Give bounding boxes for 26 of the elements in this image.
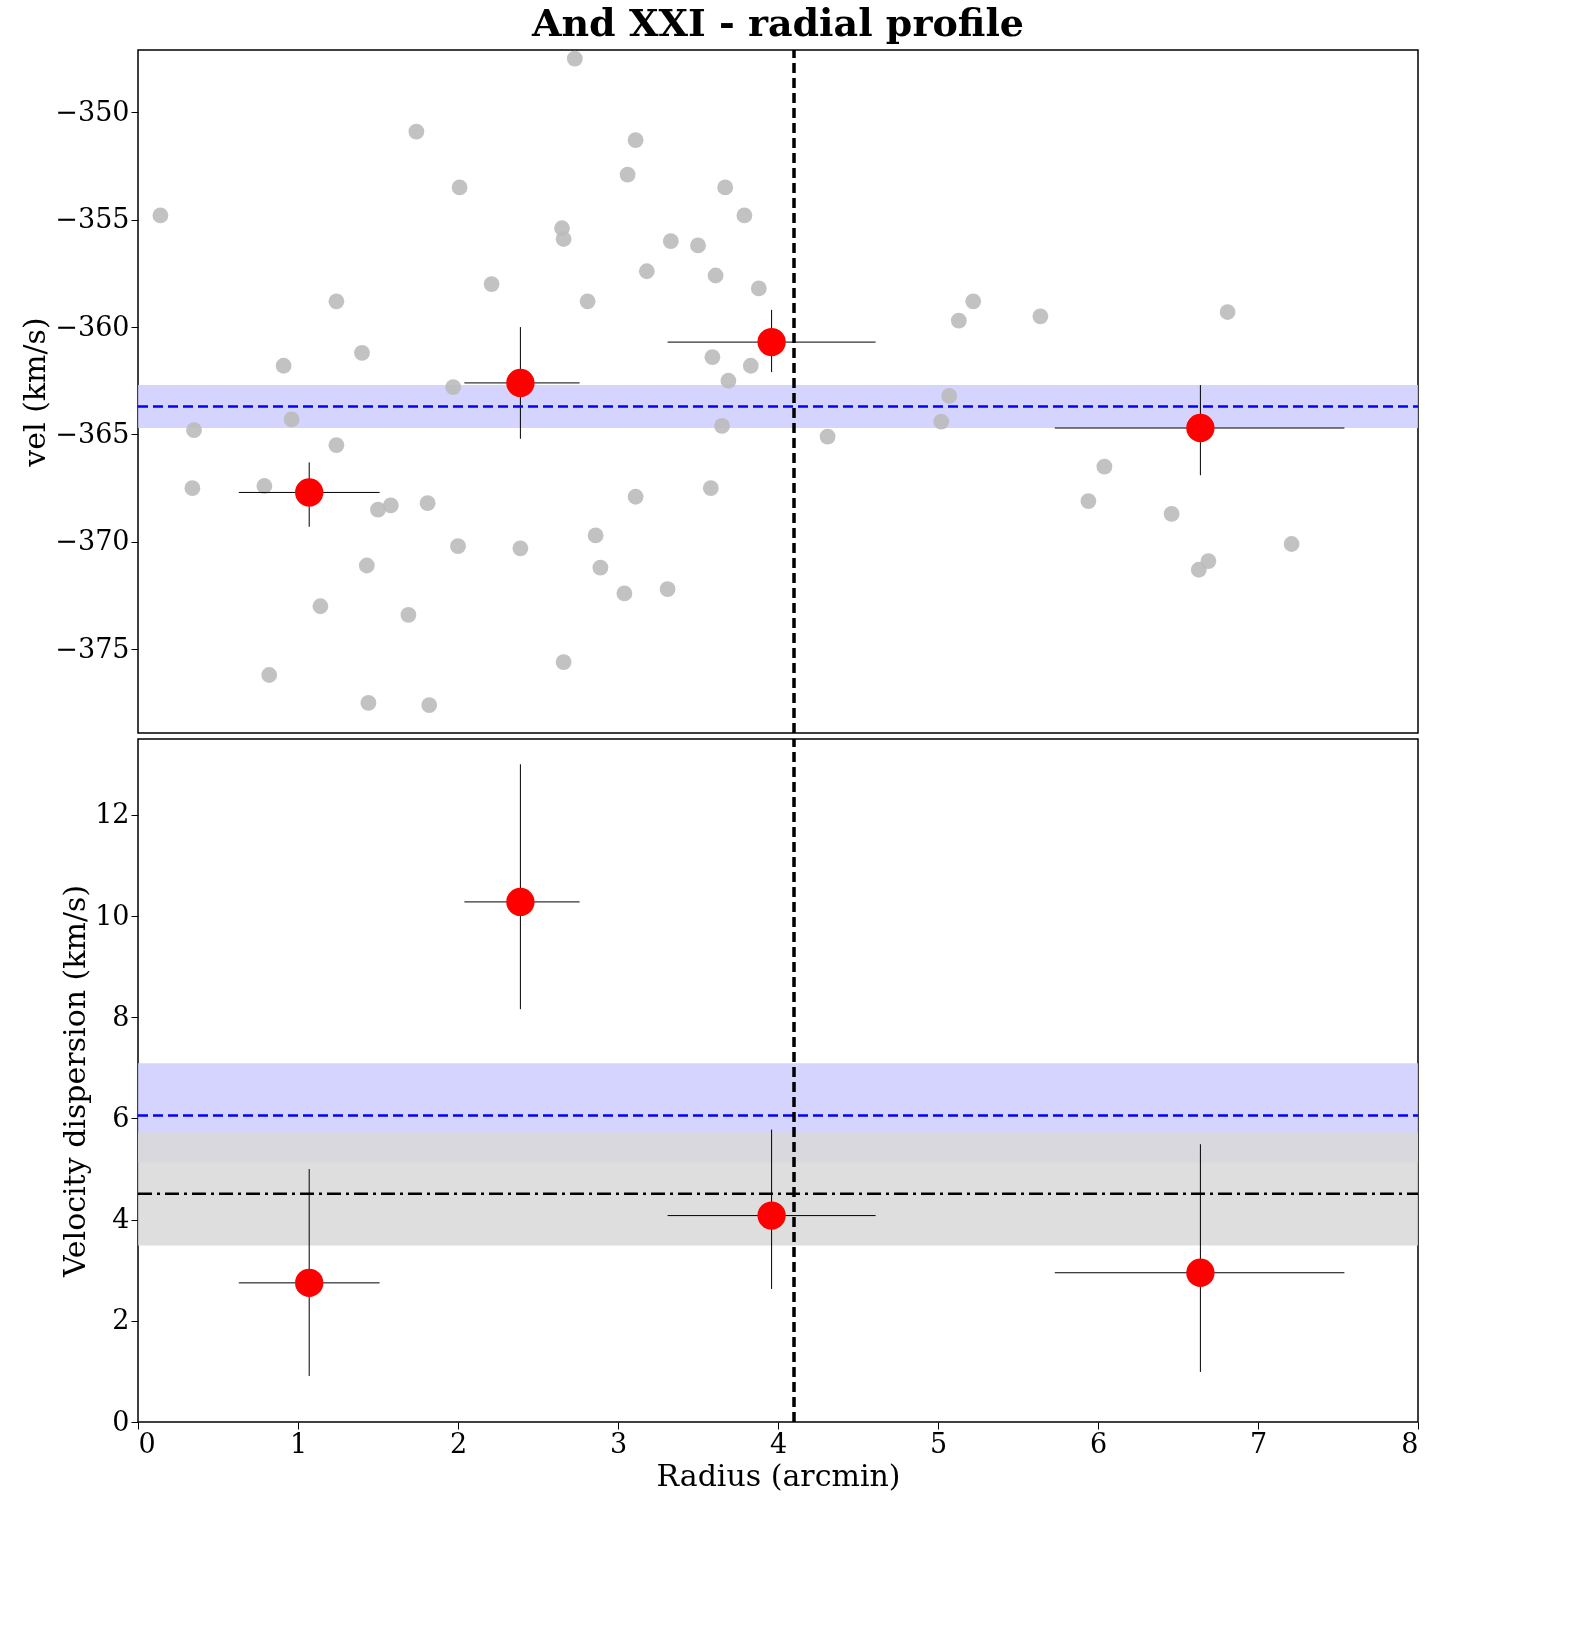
y-tick-label: −355 — [55, 203, 130, 235]
x-tick-label: 1 — [289, 1427, 308, 1459]
y-tick-label: −350 — [55, 95, 130, 127]
x-tick-label: 0 — [138, 1427, 156, 1459]
y-tick-label: 0 — [112, 1405, 130, 1437]
y-tick-label: −375 — [55, 632, 130, 664]
y-tick-label: 6 — [112, 1101, 130, 1133]
y-axis-title: vel (km/s) — [17, 317, 53, 468]
y-axis-title: Velocity dispersion (km/s) — [57, 884, 93, 1279]
x-tick-label: 3 — [609, 1427, 628, 1459]
y-tick-label: 10 — [95, 899, 130, 931]
x-tick-label: 5 — [929, 1427, 948, 1459]
y-tick-label: 12 — [95, 798, 130, 830]
x-tick-label: 2 — [449, 1427, 468, 1459]
y-tick-label: −370 — [55, 525, 130, 557]
x-tick-label: 6 — [1089, 1427, 1108, 1459]
y-tick-label: −360 — [55, 310, 130, 342]
x-tick-label: 7 — [1249, 1427, 1268, 1459]
x-tick-label: 8 — [1401, 1427, 1419, 1459]
y-tick-label: 4 — [112, 1203, 130, 1235]
y-tick-label: −365 — [55, 417, 130, 449]
y-tick-label: 2 — [112, 1304, 130, 1336]
x-tick-label: 4 — [769, 1427, 788, 1459]
y-tick-label: 8 — [112, 1000, 130, 1032]
chart-title: And XXI - radial profile — [531, 0, 1024, 46]
x-axis-title: Radius (arcmin) — [656, 1457, 901, 1493]
